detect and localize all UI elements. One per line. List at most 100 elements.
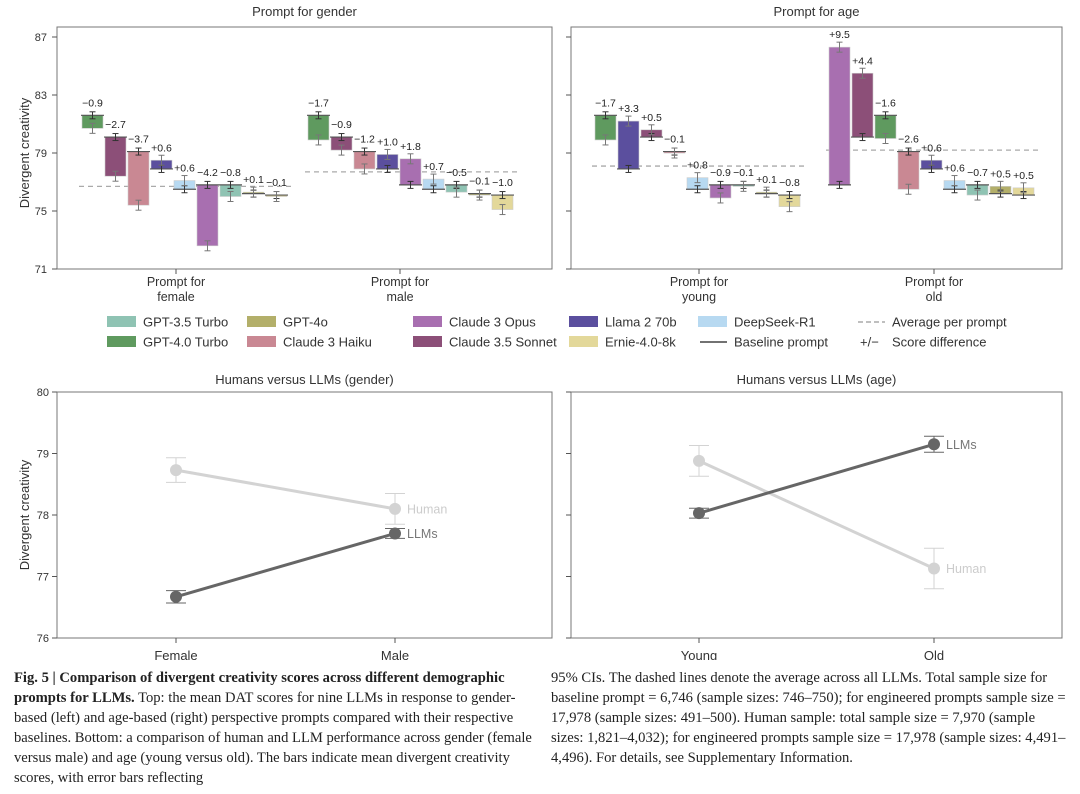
legend: GPT-3.5 Turbo GPT-4.0 Turbo GPT-4o Claude 3… — [107, 315, 1007, 350]
diff-label: +0.6 — [944, 163, 965, 175]
data-point-llms — [928, 438, 940, 451]
bar-haiku — [127, 151, 150, 206]
diff-label: −0.8 — [779, 177, 800, 189]
diff-label: +0.5 — [1013, 170, 1034, 182]
diff-label: +3.3 — [618, 103, 639, 115]
bar-haiku — [897, 151, 920, 190]
y-tick-label: 75 — [35, 206, 47, 218]
diff-label: +0.7 — [423, 161, 444, 173]
diff-label: +0.1 — [243, 174, 264, 186]
y-tick-label: 78 — [37, 510, 49, 522]
series-label-human: Human — [946, 562, 986, 576]
data-point-human — [170, 464, 182, 477]
diff-label: −0.1 — [266, 177, 287, 189]
series-line-human — [175, 468, 396, 511]
legend-label: GPT-3.5 Turbo — [143, 315, 228, 330]
x-tick-label: old — [926, 290, 943, 304]
legend-diff-symbol: +/− — [860, 335, 879, 350]
legend-swatch-ernie — [569, 336, 598, 347]
x-tick-label: Prompt for — [670, 275, 728, 289]
y-tick-label: 79 — [37, 449, 49, 461]
diff-label: +0.6 — [921, 142, 942, 154]
x-tick-label: Old — [924, 648, 944, 660]
diff-label: −0.8 — [220, 167, 241, 179]
data-point-human — [389, 502, 401, 515]
plot-frame — [56, 391, 553, 639]
diff-label: −1.2 — [354, 134, 375, 146]
bar-opus — [196, 184, 219, 247]
legend-label: Claude 3 Haiku — [283, 335, 372, 350]
diff-label: −2.6 — [898, 134, 919, 146]
legend-label: GPT-4o — [283, 315, 328, 330]
legend-swatch-haiku — [247, 336, 276, 347]
diff-label: −0.7 — [967, 167, 988, 179]
legend-swatch-opus — [413, 316, 442, 327]
plot-frame — [570, 26, 1063, 270]
x-tick-label: male — [386, 290, 413, 304]
series-line-human — [698, 459, 935, 570]
caption-left-text: Top: the mean DAT scores for nine LLMs i… — [14, 690, 532, 786]
bar-llama — [617, 120, 640, 170]
y-tick-label: 80 — [37, 387, 49, 399]
x-tick-label: young — [682, 290, 716, 304]
diff-label: −4.2 — [197, 167, 218, 179]
diff-label: −0.9 — [710, 167, 731, 179]
plot-frame — [56, 26, 553, 270]
legend-label: Score difference — [892, 335, 986, 350]
y-axis-label: Divergent creativity — [17, 97, 32, 208]
panel-title: Prompt for gender — [252, 4, 357, 19]
legend-label: Average per prompt — [892, 315, 1007, 330]
diff-label: +0.5 — [641, 112, 662, 124]
y-tick-label: 79 — [35, 148, 47, 160]
x-tick-label: Young — [681, 648, 717, 660]
legend-swatch-sonnet — [413, 336, 442, 347]
caption-left: Fig. 5 | Comparison of divergent creativ… — [14, 668, 534, 788]
diff-label: +0.1 — [756, 174, 777, 186]
y-tick-label: 71 — [35, 264, 47, 276]
diff-label: −0.9 — [82, 97, 103, 109]
legend-label: Claude 3 Opus — [449, 315, 536, 330]
figure-5: Prompt for gender 71 75 79 83 87 Divergent cre… — [17, 4, 1063, 660]
panel-humans-vs-llms-gender: Humans versus LLMs (gender) 76 77 78 79 80 Div… — [17, 372, 553, 660]
legend-swatch-deepseek — [698, 316, 727, 327]
x-tick-label: Female — [154, 648, 197, 660]
diff-label: +1.0 — [377, 136, 398, 148]
data-point-human — [693, 454, 705, 467]
x-tick-label: female — [157, 290, 195, 304]
legend-swatch-gpt4o — [247, 316, 276, 327]
legend-swatch-gpt4t — [107, 336, 136, 347]
diff-label: −1.7 — [595, 97, 616, 109]
panel-prompt-gender: Prompt for gender 71 75 79 83 87 Divergent cre… — [17, 4, 553, 304]
x-tick-label: Male — [381, 648, 409, 660]
diff-label: −1.6 — [875, 97, 896, 109]
diff-label: +0.6 — [174, 163, 195, 175]
diff-label: −0.5 — [446, 167, 467, 179]
data-point-llms — [693, 507, 705, 520]
x-tick-label: Prompt for — [371, 275, 429, 289]
y-tick-label: 87 — [35, 32, 47, 44]
diff-label: +4.4 — [852, 55, 873, 67]
bar-opus — [828, 46, 851, 186]
legend-swatch-llama — [569, 316, 598, 327]
series-label-llms: LLMs — [407, 527, 438, 541]
diff-label: +1.8 — [400, 141, 421, 153]
y-tick-label: 76 — [37, 633, 49, 645]
legend-label: Llama 2 70b — [605, 315, 677, 330]
legend-label: GPT-4.0 Turbo — [143, 335, 228, 350]
diff-label: −1.7 — [308, 97, 329, 109]
y-axis-label: Divergent creativity — [17, 459, 32, 570]
series-line-llms — [698, 442, 935, 515]
legend-label: Baseline prompt — [734, 335, 828, 350]
legend-label: Ernie-4.0-8k — [605, 335, 676, 350]
x-tick-label: Prompt for — [147, 275, 205, 289]
figure-label: Fig. 5 | Comparison of divergent creativ… — [14, 670, 505, 706]
diff-label: −3.7 — [128, 134, 149, 146]
diff-label: −0.1 — [664, 134, 685, 146]
diff-label: −1.0 — [492, 177, 513, 189]
legend-label: DeepSeek-R1 — [734, 315, 816, 330]
data-point-llms — [389, 527, 401, 540]
panel-title: Humans versus LLMs (gender) — [215, 372, 393, 387]
series-line-llms — [175, 532, 396, 599]
diff-label: +0.8 — [687, 160, 708, 172]
